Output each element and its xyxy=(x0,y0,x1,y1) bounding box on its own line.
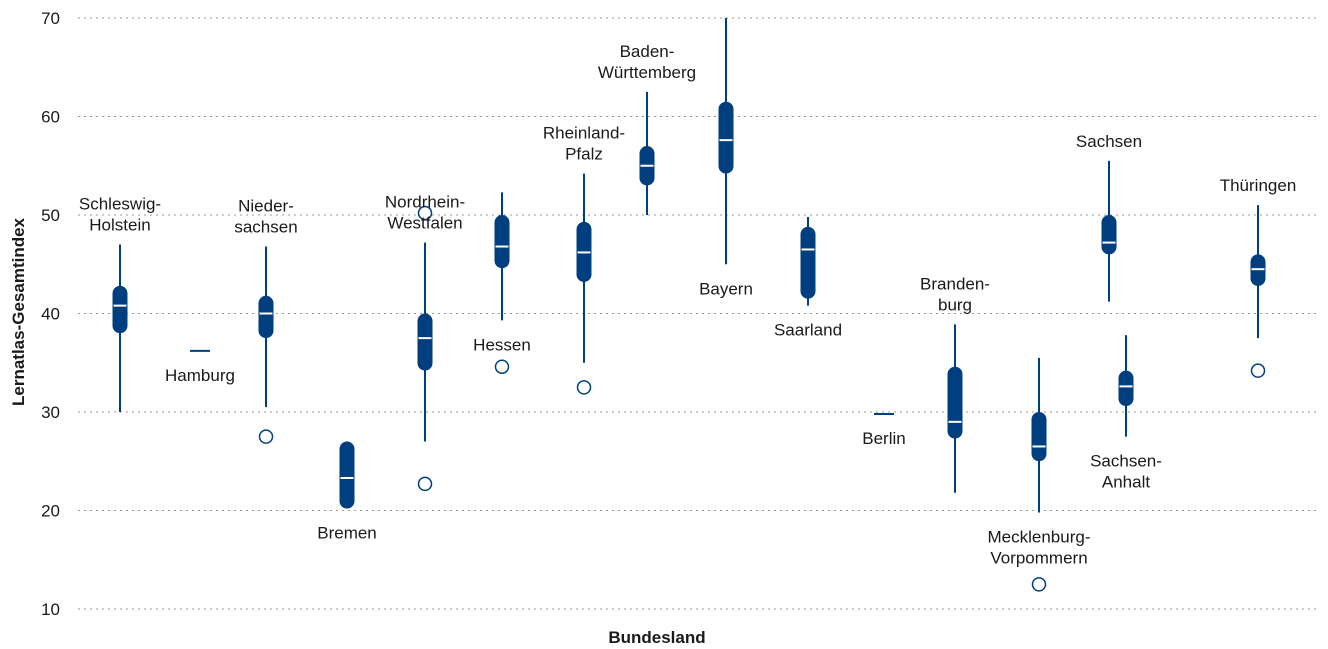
iqr-box xyxy=(417,313,433,371)
state-label: Bayern xyxy=(699,279,753,298)
state-label: Bremen xyxy=(317,524,377,543)
state-labels: Schleswig- Holstein Hamburg Nieder-sachsen B… xyxy=(79,42,1296,568)
box-schleswigholstein xyxy=(112,244,128,412)
box-niedersachsen xyxy=(258,246,274,444)
box-saarland xyxy=(800,216,816,306)
state-label: Thüringen xyxy=(1220,176,1297,195)
state-label: Mecklenburg- xyxy=(988,527,1091,546)
iqr-box xyxy=(112,285,128,334)
box-mecklenburgvorpommern xyxy=(1031,357,1047,592)
iqr-box xyxy=(800,226,816,299)
state-label: Baden- xyxy=(620,42,675,61)
state-label: Pfalz xyxy=(565,145,603,164)
state-label: Berlin xyxy=(862,429,905,448)
y-tick-label: 20 xyxy=(41,502,60,521)
state-label: Anhalt xyxy=(1102,473,1150,492)
iqr-box xyxy=(494,215,510,269)
box-hessen xyxy=(494,192,510,374)
state-label: Nieder- xyxy=(238,197,294,216)
boxes xyxy=(112,18,1266,592)
y-tick-label: 60 xyxy=(41,108,60,127)
state-label: Westfalen xyxy=(387,214,462,233)
iqr-box xyxy=(1101,215,1117,255)
y-tick-label: 50 xyxy=(41,206,60,225)
state-label: Hessen xyxy=(473,335,531,354)
box-badenwürttemberg xyxy=(639,91,655,215)
state-label: Saarland xyxy=(774,321,842,340)
y-axis-ticks: 10 20 30 40 50 60 70 xyxy=(41,9,60,619)
iqr-box xyxy=(1031,412,1047,462)
state-label: Hamburg xyxy=(165,366,235,385)
state-label: Schleswig- xyxy=(79,195,161,214)
state-label: Vorpommern xyxy=(990,548,1087,567)
state-label: Rheinland- xyxy=(543,124,625,143)
box-nordrheinwestfalen xyxy=(417,205,433,492)
y-tick-label: 70 xyxy=(41,9,60,28)
state-label: Holstein xyxy=(89,216,150,235)
y-axis-title: Lernatlas-Gesamtindex xyxy=(9,217,28,406)
state-label: burg xyxy=(938,295,972,314)
outlier-point xyxy=(417,205,433,221)
y-tick-label: 40 xyxy=(41,305,60,324)
box-rheinlandpfalz xyxy=(576,173,592,395)
state-label: Branden- xyxy=(920,274,990,293)
iqr-box xyxy=(258,295,274,339)
iqr-box xyxy=(947,366,963,439)
outlier-point xyxy=(494,359,510,374)
state-label: Sachsen xyxy=(1076,132,1142,151)
outlier-point xyxy=(417,476,433,492)
state-label: Sachsen- xyxy=(1090,452,1162,471)
state-label: Württemberg xyxy=(598,63,696,82)
state-label: sachsen xyxy=(234,218,297,237)
box-brandenburg xyxy=(947,324,963,493)
y-tick-label: 30 xyxy=(41,403,60,422)
box-sachsen xyxy=(1101,160,1117,302)
outlier-point xyxy=(1031,577,1047,592)
iqr-box xyxy=(339,441,355,509)
outlier-point xyxy=(258,429,274,444)
box-bayern xyxy=(718,18,734,265)
box-bremen xyxy=(339,441,355,509)
state-label: Nordrhein- xyxy=(385,193,465,212)
box-thüringen xyxy=(1250,205,1266,378)
x-axis-title: Bundesland xyxy=(608,628,705,647)
iqr-box xyxy=(1118,370,1134,407)
box-sachsenanhalt xyxy=(1118,335,1134,437)
y-tick-label: 10 xyxy=(41,600,60,619)
outlier-point xyxy=(576,380,592,395)
outlier-point xyxy=(1250,363,1266,378)
iqr-box xyxy=(718,101,734,174)
